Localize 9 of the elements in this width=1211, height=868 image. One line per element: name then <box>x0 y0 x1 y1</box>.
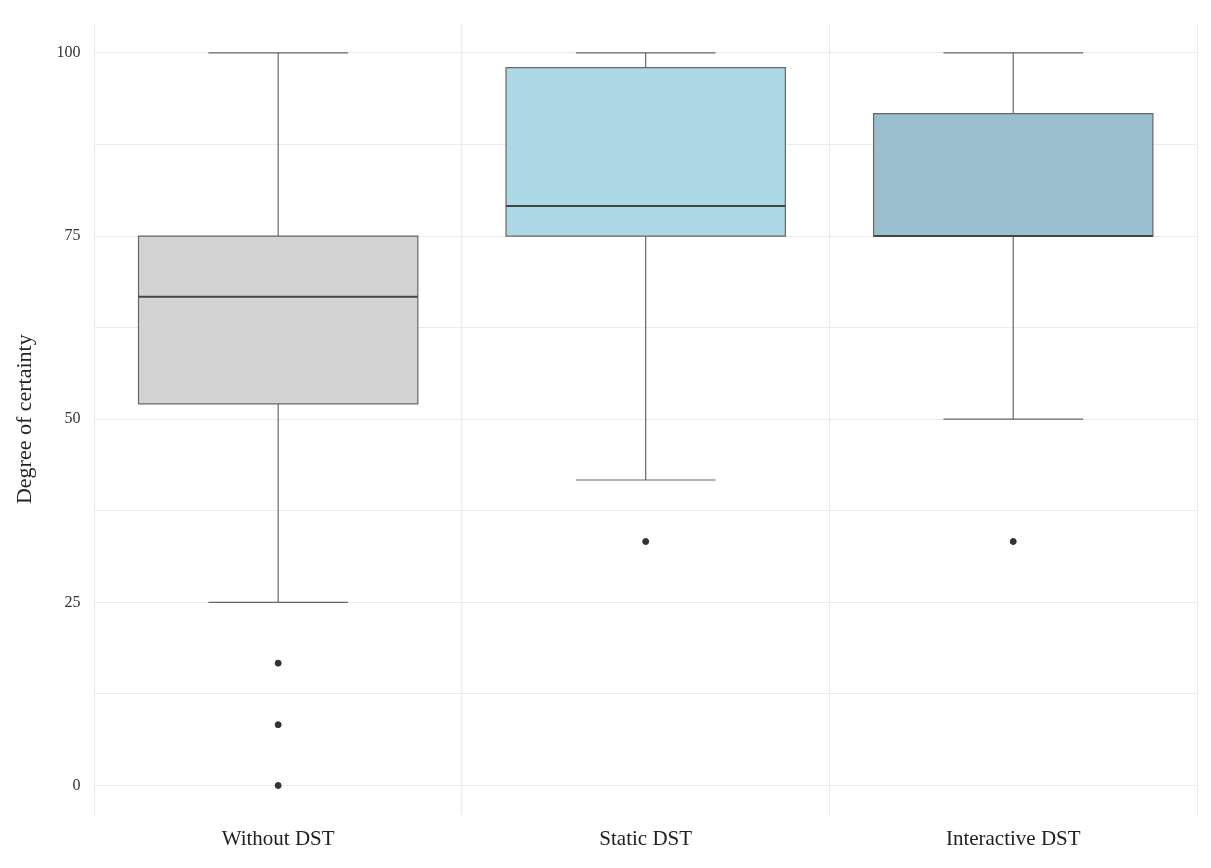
y-tick-label: 75 <box>64 226 81 244</box>
y-axis-title: Degree of certainty <box>10 334 36 505</box>
y-tick-label: 0 <box>72 775 81 793</box>
y-tick-label: 50 <box>64 409 81 427</box>
x-tick-label: Without DST <box>221 825 335 850</box>
y-tick-label: 25 <box>64 592 81 610</box>
y-tick-label: 100 <box>56 43 81 61</box>
x-tick-label: Static DST <box>599 825 693 850</box>
x-tick-label: Interactive DST <box>945 825 1081 850</box>
